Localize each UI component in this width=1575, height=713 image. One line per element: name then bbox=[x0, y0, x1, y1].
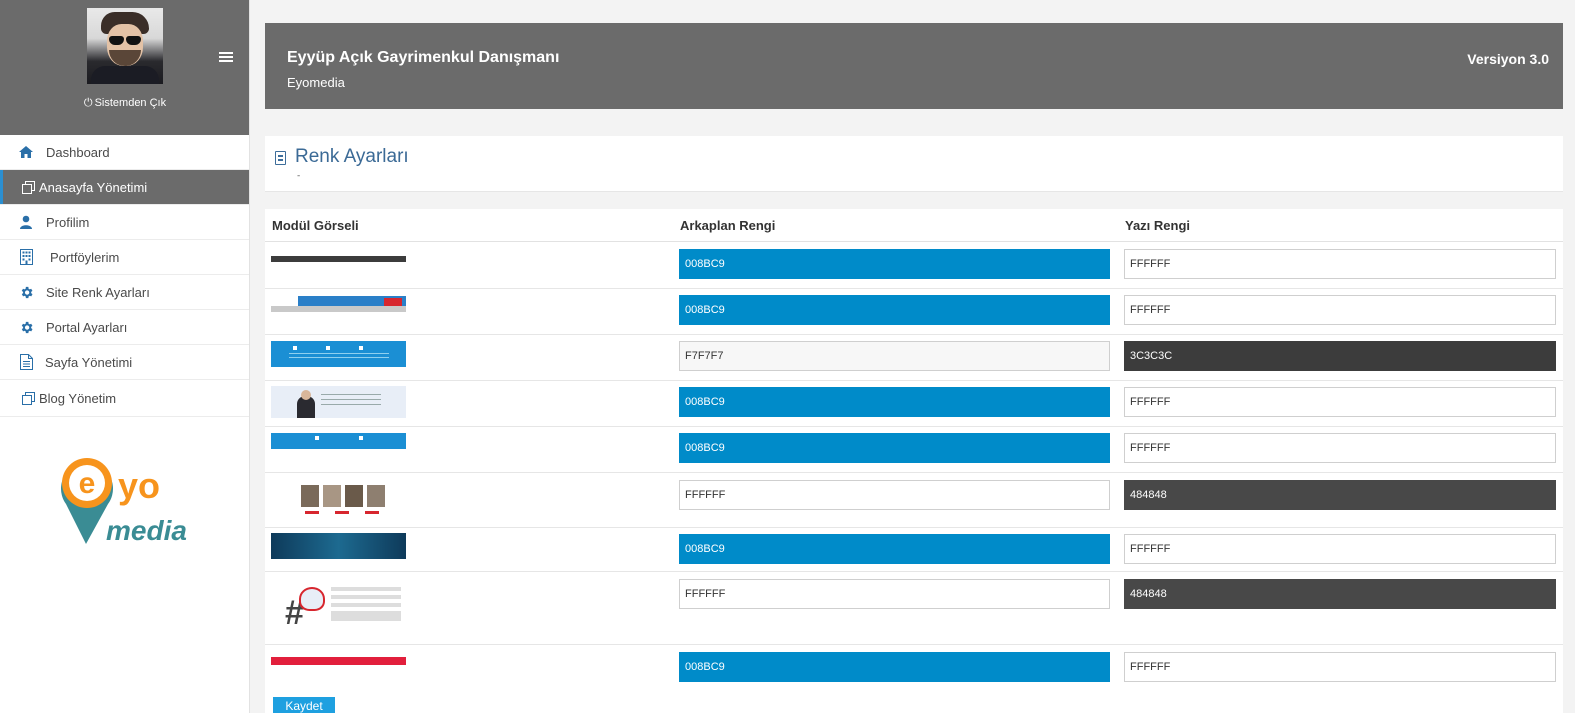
table-row: 008BC9 FFFFFF bbox=[265, 427, 1563, 473]
column-header: Yazı Rengi bbox=[1125, 218, 1191, 233]
avatar bbox=[87, 8, 163, 84]
module-thumbnail bbox=[271, 433, 406, 449]
module-thumbnail bbox=[271, 341, 406, 367]
table-row: 008BC9 FFFFFF bbox=[265, 645, 1563, 693]
sidebar-item-label: Dashboard bbox=[46, 144, 110, 160]
power-icon: ⏻ bbox=[83, 97, 93, 109]
version-label: Versiyon 3.0 bbox=[1467, 51, 1549, 67]
user-icon bbox=[18, 214, 34, 230]
column-header: Modül Görseli bbox=[272, 218, 359, 233]
color-settings-table: Modül Görseli Arkaplan Rengi Yazı Rengi … bbox=[265, 209, 1563, 713]
save-button[interactable]: Kaydet bbox=[273, 697, 335, 713]
background-color-input[interactable]: 008BC9 bbox=[679, 433, 1110, 463]
sidebar-item-label: Profilim bbox=[46, 214, 90, 230]
sidebar-item-dashboard[interactable]: Dashboard bbox=[0, 135, 249, 170]
table-row: # FFFFFF 484848 bbox=[265, 572, 1563, 645]
text-color-input[interactable]: FFFFFF bbox=[1124, 534, 1556, 564]
text-color-input[interactable]: FFFFFF bbox=[1124, 652, 1556, 682]
sidebar-item-label: Portal Ayarları bbox=[46, 319, 128, 335]
sidebar-item-label: Site Renk Ayarları bbox=[46, 284, 150, 300]
panel-footnote: - bbox=[297, 171, 301, 181]
sidebar-item-site-renk[interactable]: Site Renk Ayarları bbox=[0, 275, 249, 310]
table-row: 008BC9 FFFFFF bbox=[265, 528, 1563, 572]
column-header: Arkaplan Rengi bbox=[680, 218, 776, 233]
text-color-input[interactable]: 484848 bbox=[1124, 480, 1556, 510]
sidebar-item-label: Anasayfa Yönetimi bbox=[39, 179, 148, 195]
background-color-input[interactable]: F7F7F7 bbox=[679, 341, 1110, 371]
text-color-input[interactable]: 484848 bbox=[1124, 579, 1556, 609]
text-color-input[interactable]: FFFFFF bbox=[1124, 295, 1556, 325]
gear-icon bbox=[18, 284, 34, 300]
module-thumbnail bbox=[271, 657, 406, 665]
top-header: Eyyüp Açık Gayrimenkul Danışmanı Eyomedi… bbox=[265, 23, 1563, 109]
background-color-input[interactable]: FFFFFF bbox=[679, 480, 1110, 510]
sidebar-item-sayfa[interactable]: Sayfa Yönetimi bbox=[0, 345, 249, 380]
background-color-input[interactable]: FFFFFF bbox=[679, 579, 1110, 609]
module-thumbnail: # bbox=[271, 577, 406, 635]
profile-panel: ⏻ Sistemden Çık bbox=[0, 0, 249, 135]
sidebar-item-profilim[interactable]: Profilim bbox=[0, 205, 249, 240]
text-color-input[interactable]: 3C3C3C bbox=[1124, 341, 1556, 371]
gear-icon bbox=[18, 319, 34, 335]
sidebar-item-label: Blog Yönetim bbox=[39, 390, 117, 406]
background-color-input[interactable]: 008BC9 bbox=[679, 295, 1110, 325]
file-icon bbox=[18, 354, 34, 370]
background-color-input[interactable]: 008BC9 bbox=[679, 652, 1110, 682]
sidebar-item-blog[interactable]: Blog Yönetim bbox=[0, 380, 249, 417]
sidebar-item-anasayfa[interactable]: Anasayfa Yönetimi bbox=[0, 170, 249, 205]
module-thumbnail bbox=[271, 256, 406, 262]
sidebar-item-label: Sayfa Yönetimi bbox=[45, 354, 133, 370]
table-row: 008BC9 FFFFFF bbox=[265, 243, 1563, 289]
background-color-input[interactable]: 008BC9 bbox=[679, 249, 1110, 279]
home-icon bbox=[18, 144, 34, 160]
hamburger-menu-icon[interactable] bbox=[219, 52, 233, 64]
logo-yo: yo bbox=[118, 465, 160, 506]
table-row: F7F7F7 3C3C3C bbox=[265, 335, 1563, 381]
sidebar-item-label: Portföylerim bbox=[50, 249, 120, 265]
sidebar-item-portfoylerim[interactable]: Portföylerim bbox=[0, 240, 249, 275]
background-color-input[interactable]: 008BC9 bbox=[679, 387, 1110, 417]
header-title: Eyyüp Açık Gayrimenkul Danışmanı bbox=[287, 49, 560, 66]
table-header: Modül Görseli Arkaplan Rengi Yazı Rengi bbox=[265, 209, 1563, 242]
module-thumbnail bbox=[271, 477, 406, 519]
page-title: Renk Ayarları bbox=[295, 146, 409, 167]
logo-media: media bbox=[106, 515, 187, 546]
module-thumbnail bbox=[271, 533, 406, 559]
text-color-input[interactable]: FFFFFF bbox=[1124, 433, 1556, 463]
sidebar: ⏻ Sistemden Çık Dashboard Anasayfa Yöneti… bbox=[0, 0, 250, 713]
copy-icon bbox=[20, 179, 36, 195]
list-icon bbox=[275, 151, 286, 165]
sidebar-nav: Dashboard Anasayfa Yönetimi Profilim Por… bbox=[0, 135, 249, 417]
logout-link[interactable]: ⏻ Sistemden Çık bbox=[0, 97, 250, 110]
table-row: 008BC9 FFFFFF bbox=[265, 289, 1563, 335]
sidebar-item-portal[interactable]: Portal Ayarları bbox=[0, 310, 249, 345]
text-color-input[interactable]: FFFFFF bbox=[1124, 249, 1556, 279]
background-color-input[interactable]: 008BC9 bbox=[679, 534, 1110, 564]
building-icon bbox=[18, 249, 34, 265]
panel-header: Renk Ayarları bbox=[265, 136, 1563, 192]
text-color-input[interactable]: FFFFFF bbox=[1124, 387, 1556, 417]
logout-label: Sistemden Çık bbox=[94, 97, 167, 109]
module-thumbnail bbox=[271, 386, 406, 418]
table-row: 008BC9 FFFFFF bbox=[265, 381, 1563, 427]
copy-icon bbox=[20, 390, 36, 406]
eyomedia-logo: e yo media bbox=[56, 452, 196, 548]
logo-e: e bbox=[79, 467, 96, 500]
module-thumbnail bbox=[271, 296, 406, 312]
header-subtitle: Eyomedia bbox=[287, 75, 345, 90]
table-row: FFFFFF 484848 bbox=[265, 473, 1563, 528]
